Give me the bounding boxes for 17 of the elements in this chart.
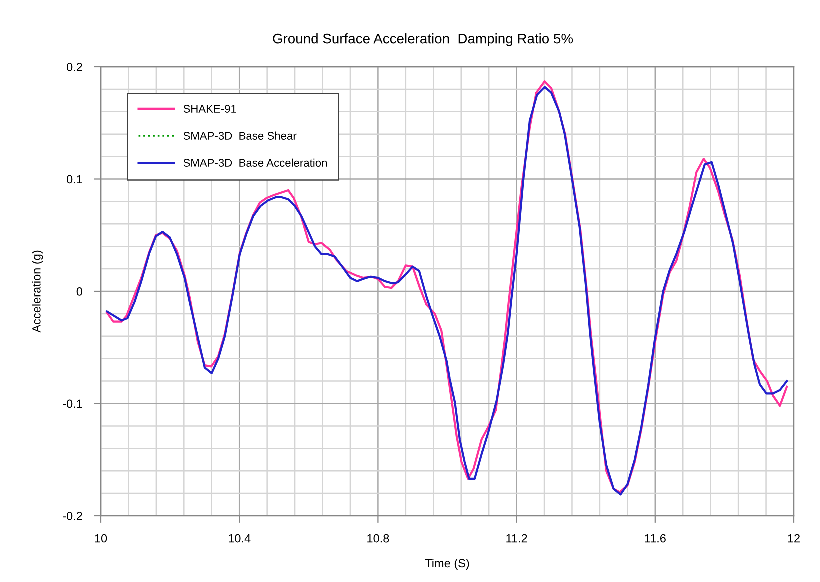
y-tick-label: 0.1 [66, 175, 82, 184]
x-tick-label: 11.2 [506, 534, 528, 543]
x-tick-label: 11.6 [645, 534, 666, 543]
legend-label: SMAP-3D Base Shear [184, 132, 297, 140]
y-tick-label: 0 [76, 288, 82, 296]
y-tick-label: -0.1 [63, 400, 82, 408]
y-axis-title: Acceleration (g) [32, 250, 44, 333]
legend-label: SMAP-3D Base Acceleration [184, 158, 328, 167]
y-tick-label: -0.2 [63, 512, 82, 520]
chart-title: Ground Surface Acceleration Damping Ratio 5% [273, 34, 574, 46]
legend-label: SHAKE-91 [184, 105, 236, 113]
y-tick-label: 0.2 [66, 63, 82, 72]
x-tick-label: 10.4 [229, 534, 251, 543]
x-tick-label: 12 [788, 534, 800, 543]
x-tick-label: 10.8 [368, 534, 390, 543]
x-axis-title: Time (S) [425, 558, 470, 570]
x-tick-label: 10 [95, 534, 108, 543]
